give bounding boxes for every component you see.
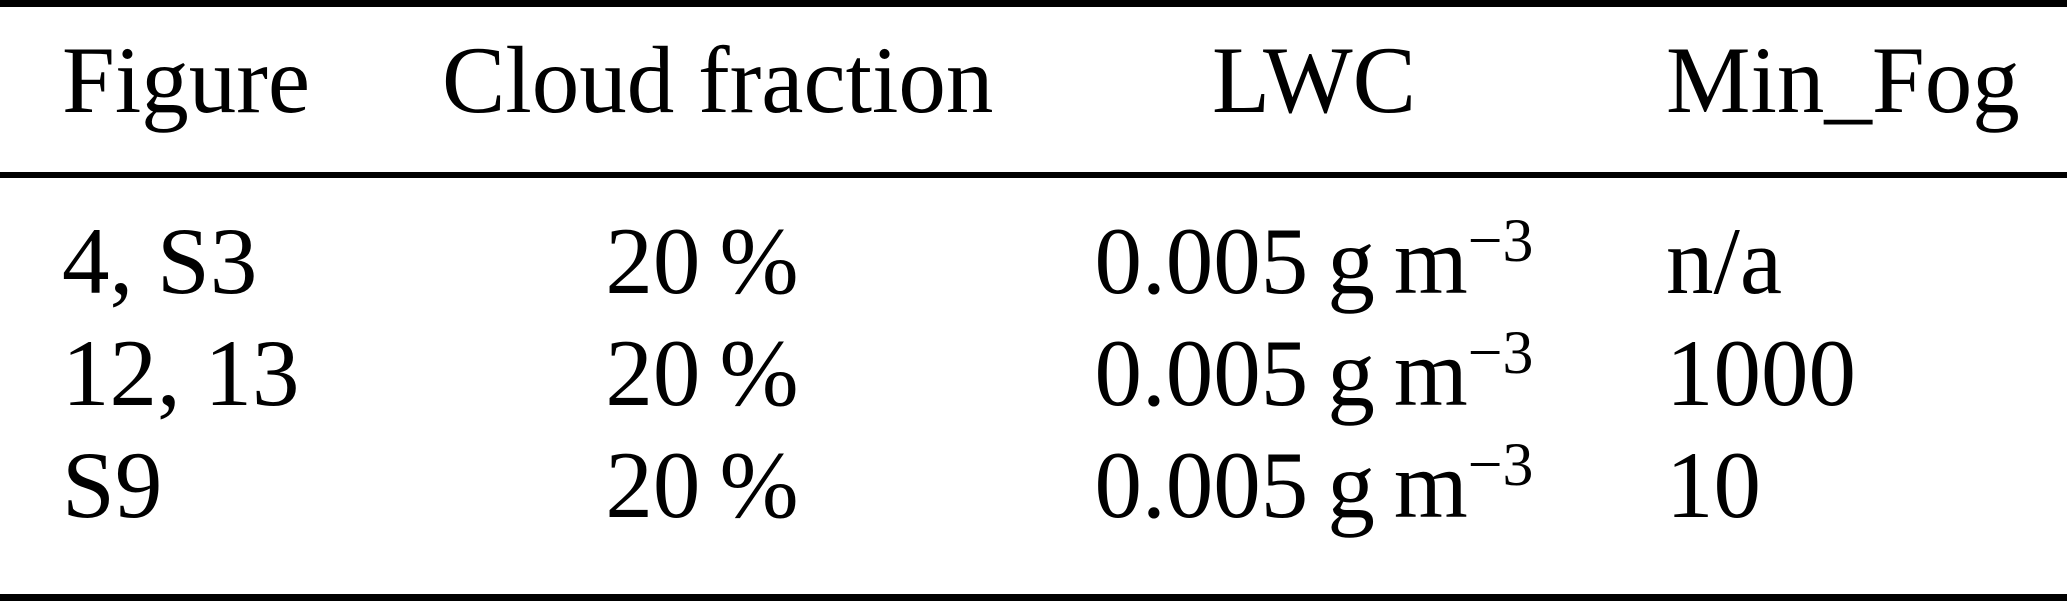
table-row: 4, S3 20 % 0.005 g m−3 n/a bbox=[0, 206, 2067, 314]
column-header-cloud-fraction: Cloud fraction bbox=[442, 27, 994, 133]
column-header-lwc: LWC bbox=[1211, 27, 1416, 133]
column-header-figure: Figure bbox=[62, 27, 311, 133]
cell-figure: 12, 13 bbox=[62, 320, 300, 426]
bottom-rule bbox=[0, 594, 2067, 601]
cell-lwc: 0.005 g m−3 bbox=[1094, 430, 1534, 538]
top-rule bbox=[0, 0, 2067, 7]
table-row: S9 20 % 0.005 g m−3 10 bbox=[0, 430, 2067, 538]
column-header-min-fog: Min_Fog bbox=[1666, 27, 2020, 133]
cell-cloud-fraction: 20 % bbox=[605, 208, 799, 314]
cell-min-fog: n/a bbox=[1666, 208, 1783, 314]
table-row: 12, 13 20 % 0.005 g m−3 1000 bbox=[0, 318, 2067, 426]
cell-figure: 4, S3 bbox=[62, 208, 258, 314]
header-rule bbox=[0, 172, 2067, 178]
cell-cloud-fraction: 20 % bbox=[605, 432, 799, 538]
lwc-value: 0.005 g m bbox=[1094, 208, 1468, 314]
header-row: Figure Cloud fraction LWC Min_Fog bbox=[0, 30, 2067, 130]
cell-min-fog: 1000 bbox=[1666, 320, 1856, 426]
lwc-value: 0.005 g m bbox=[1094, 432, 1468, 538]
cell-min-fog: 10 bbox=[1666, 432, 1761, 538]
cell-lwc: 0.005 g m−3 bbox=[1094, 318, 1534, 426]
cell-cloud-fraction: 20 % bbox=[605, 320, 799, 426]
cell-figure: S9 bbox=[62, 432, 163, 538]
cell-lwc: 0.005 g m−3 bbox=[1094, 206, 1534, 314]
lwc-value: 0.005 g m bbox=[1094, 320, 1468, 426]
